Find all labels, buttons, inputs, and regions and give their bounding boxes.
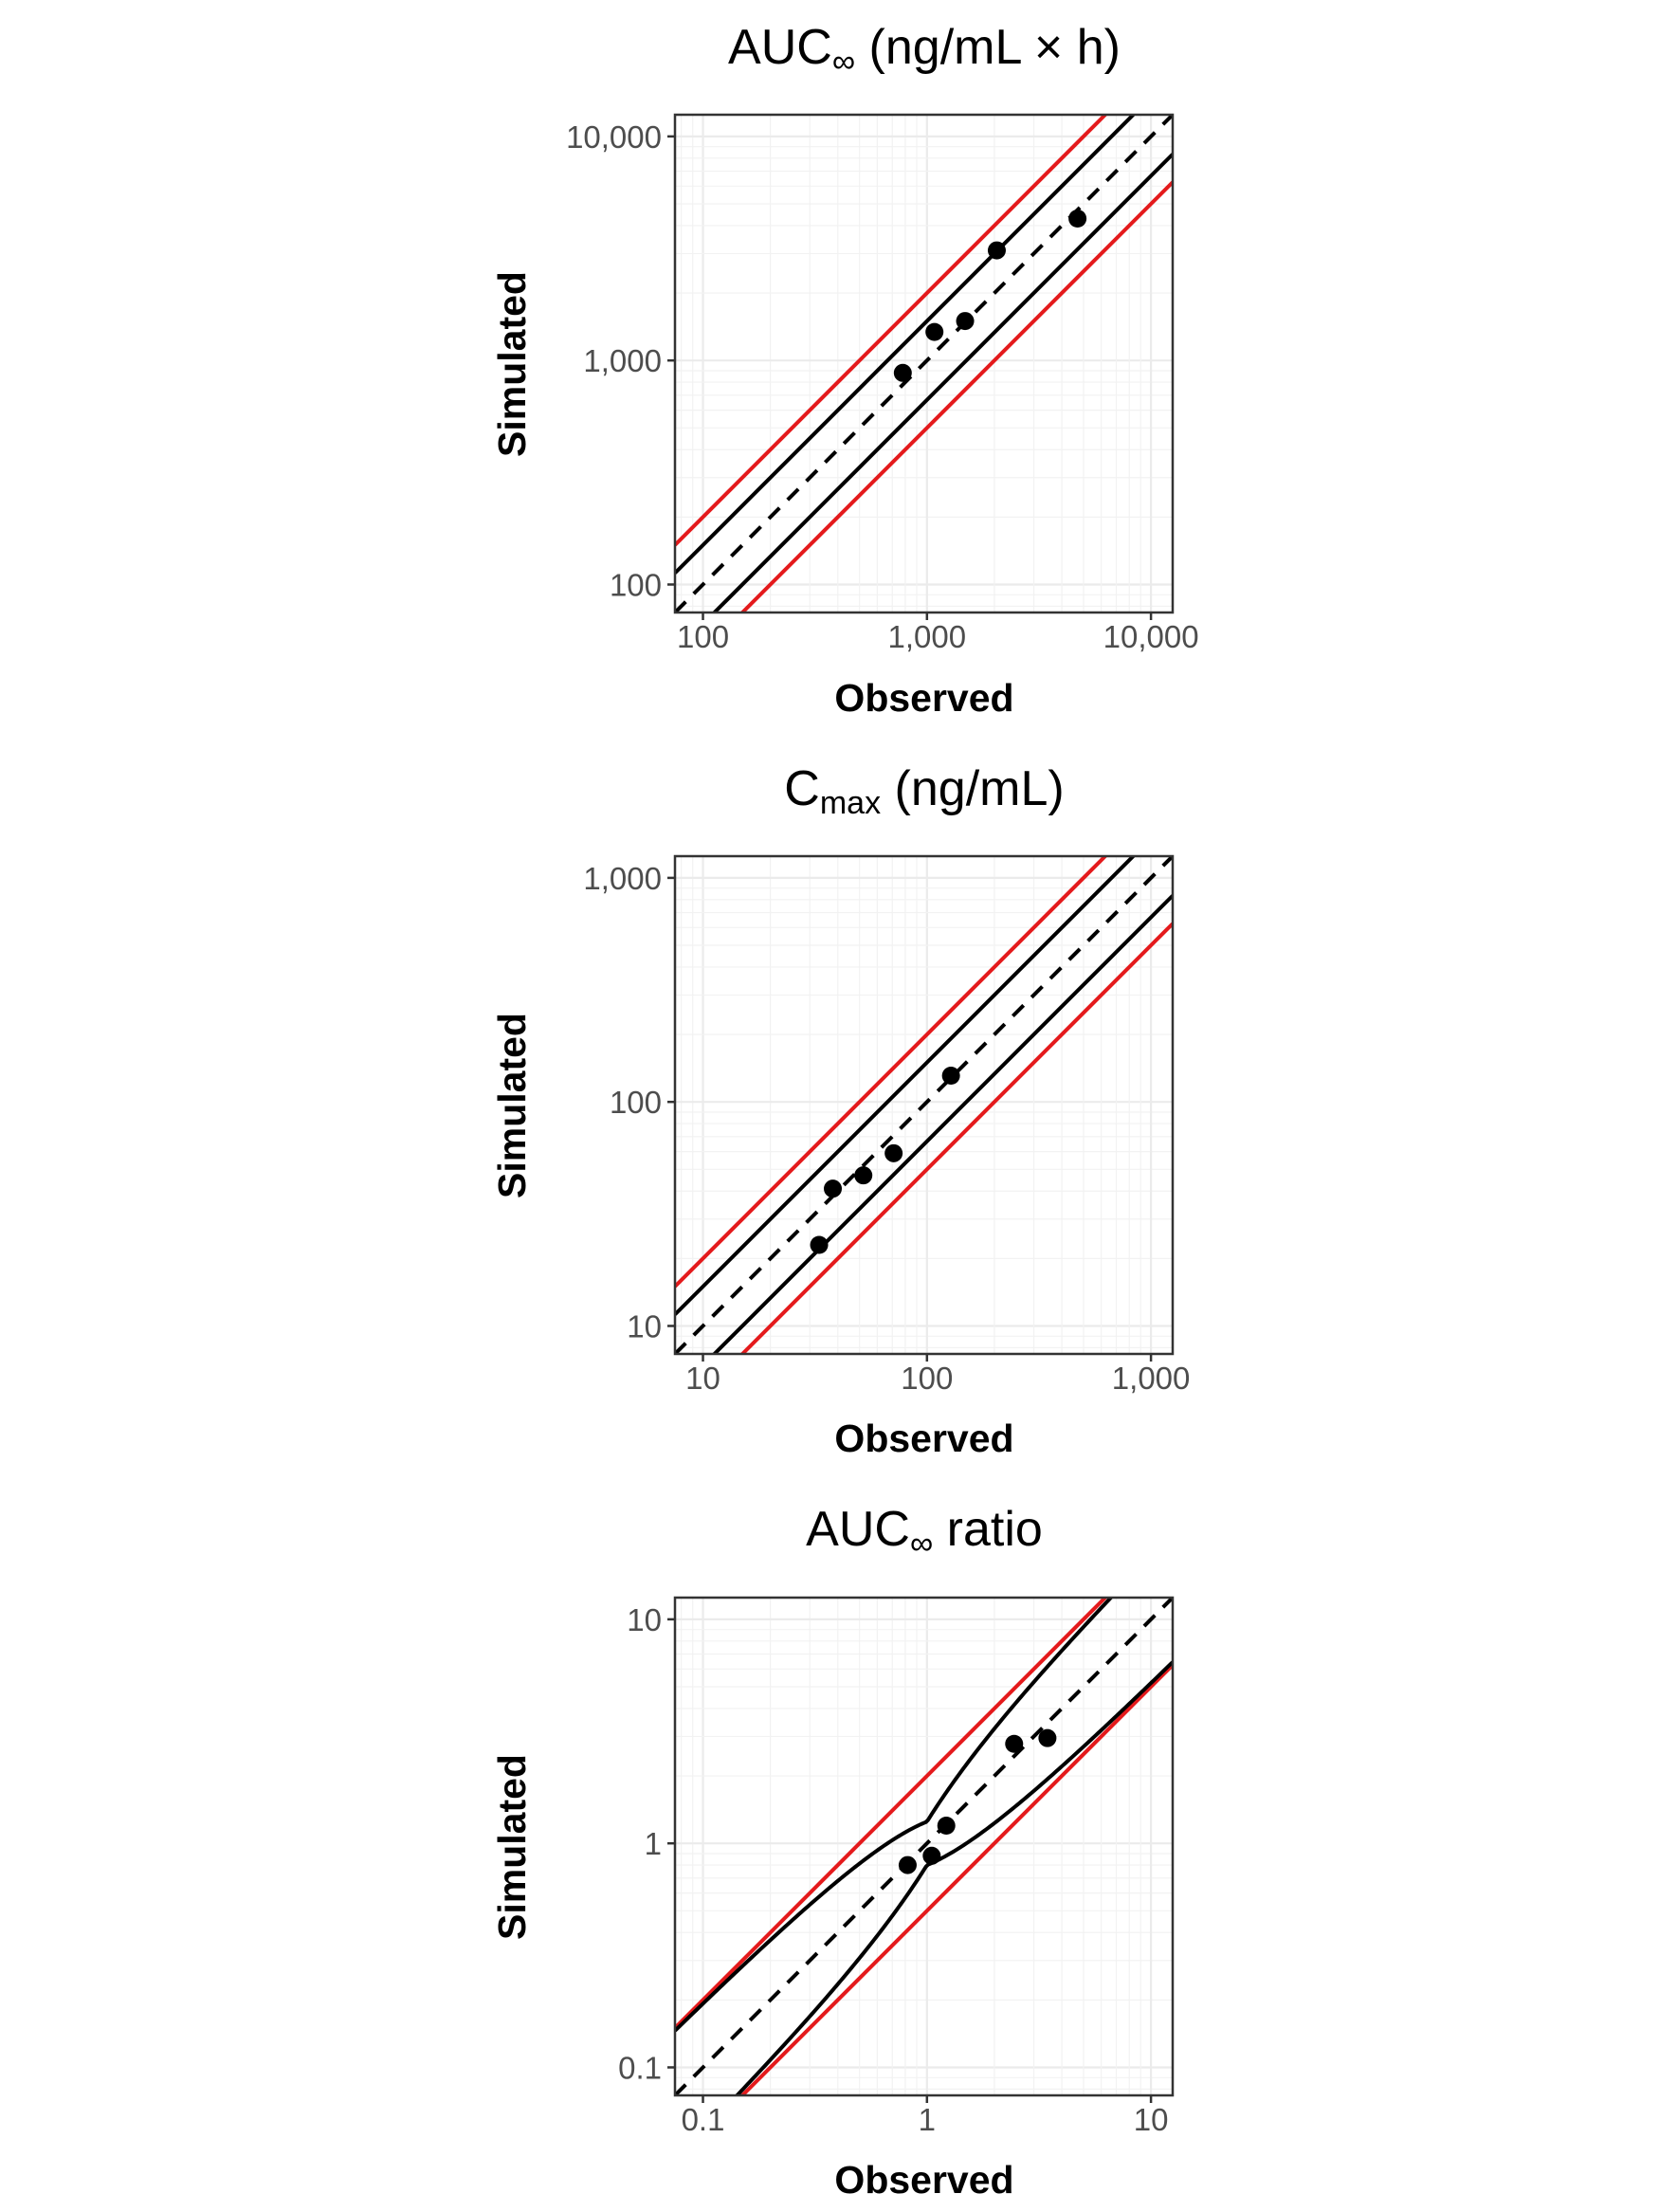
x-axis-label-auc: Observed — [834, 676, 1013, 720]
reference-lines — [675, 115, 1173, 612]
chart-title-cmax: Cmax (ng/mL) — [784, 761, 1064, 821]
x-axis-label-auc-ratio: Observed — [834, 2158, 1013, 2202]
plot-area-auc: 100 100 1,000 1,000 10,000 10,000 — [566, 113, 1199, 654]
data-point — [925, 322, 944, 341]
gridlines — [675, 856, 1173, 1354]
red-lower-bound-line — [739, 180, 1173, 612]
x-tick-label: 10 — [1134, 2102, 1169, 2137]
y-tick-label: 10 — [627, 1602, 662, 1637]
data-points — [893, 210, 1087, 382]
plot-border — [673, 1596, 1175, 2097]
black-upper-bound-line — [675, 115, 1137, 575]
guest-upper-limit-curve — [675, 1598, 1114, 2033]
black-lower-bound-line — [711, 153, 1173, 612]
plot-area-auc-ratio: 0.1 0.1 1 1 10 10 — [618, 1596, 1175, 2137]
red-upper-bound-line — [675, 115, 1108, 547]
x-tick-label: 0.1 — [682, 2102, 725, 2137]
plot-area-cmax: 10 10 100 100 1,000 1,000 — [583, 854, 1190, 1396]
identity-dashed-line — [675, 856, 1173, 1354]
data-point — [810, 1235, 829, 1254]
y-axis-label-auc-ratio: Simulated — [490, 1754, 534, 1940]
y-tick-label: 10 — [627, 1308, 662, 1344]
y-axis-label-cmax: Simulated — [490, 1013, 534, 1198]
identity-dashed-line — [675, 115, 1173, 612]
y-tick-label: 1,000 — [583, 343, 662, 378]
x-tick-label: 10,000 — [1103, 619, 1199, 654]
data-point — [893, 363, 912, 382]
red-upper-bound-line — [675, 856, 1108, 1289]
data-points — [898, 1728, 1057, 1874]
data-point — [1005, 1734, 1024, 1753]
plot-border — [673, 113, 1175, 614]
data-point — [824, 1179, 843, 1198]
x-tick-label: 10 — [685, 1361, 720, 1396]
gridlines — [675, 1598, 1173, 2095]
y-tick-label: 0.1 — [618, 2050, 662, 2085]
black-lower-bound-line — [711, 894, 1173, 1354]
y-tick-label: 1 — [645, 1826, 662, 1861]
plot-border — [673, 854, 1175, 1356]
chart-panel-auc: AUC∞ (ng/mL × h) 1001001,0001,00010,0001… — [490, 20, 1199, 720]
data-point — [884, 1143, 903, 1162]
y-tick-label: 100 — [610, 567, 662, 602]
axis-ticks: 100 100 1,000 1,000 10,000 10,000 — [566, 119, 1199, 654]
data-point — [987, 241, 1006, 260]
x-tick-label: 1,000 — [1112, 1361, 1191, 1396]
red-upper-bound-line — [675, 1598, 1108, 2030]
guest-lower-limit-curve — [734, 1660, 1173, 2095]
data-point — [941, 1066, 960, 1085]
red-lower-bound-line — [739, 1663, 1173, 2095]
chart-panel-auc-ratio: AUC∞ ratio 0.1 0.1 1 1 10 10 Observed Simulat… — [490, 1502, 1175, 2202]
reference-lines — [675, 1598, 1173, 2095]
y-tick-label: 100 — [610, 1085, 662, 1120]
reference-lines — [675, 856, 1173, 1354]
y-tick-label: 10,000 — [566, 119, 662, 155]
gridlines — [675, 115, 1173, 612]
data-point — [922, 1846, 941, 1865]
chart-panel-cmax: Cmax (ng/mL) 10 10 100 100 1,000 1,000 Observ… — [490, 761, 1190, 1460]
data-point — [854, 1166, 873, 1185]
x-tick-label: 100 — [901, 1361, 953, 1396]
data-point — [1068, 210, 1087, 229]
y-tick-label: 1,000 — [583, 861, 662, 896]
identity-dashed-line — [675, 1598, 1173, 2095]
chart-title-auc: AUC∞ (ng/mL × h) — [728, 20, 1121, 80]
axis-ticks: 10 10 100 100 1,000 1,000 — [583, 861, 1190, 1396]
data-point — [1038, 1728, 1057, 1747]
x-axis-label-cmax: Observed — [834, 1417, 1013, 1460]
y-axis-label-auc: Simulated — [490, 271, 534, 457]
x-tick-label: 100 — [677, 619, 729, 654]
data-point — [937, 1816, 956, 1835]
black-upper-bound-line — [675, 856, 1137, 1316]
x-tick-label: 1 — [919, 2102, 936, 2137]
axis-ticks: 0.1 0.1 1 1 10 10 — [618, 1602, 1168, 2137]
data-point — [898, 1856, 917, 1874]
data-points — [810, 1066, 960, 1254]
x-tick-label: 1,000 — [888, 619, 967, 654]
chart-title-auc-ratio: AUC∞ ratio — [806, 1502, 1043, 1562]
data-point — [956, 312, 975, 331]
red-lower-bound-line — [739, 922, 1173, 1354]
